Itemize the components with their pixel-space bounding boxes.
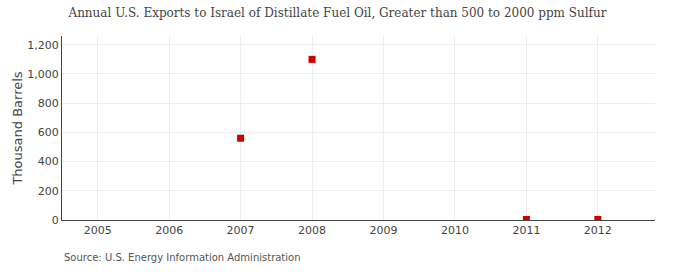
svg-text:600: 600 xyxy=(38,126,59,139)
svg-text:800: 800 xyxy=(38,97,59,110)
svg-text:2007: 2007 xyxy=(227,224,255,237)
svg-text:2008: 2008 xyxy=(298,224,326,237)
svg-text:Thousand Barrels: Thousand Barrels xyxy=(10,71,25,185)
svg-text:0: 0 xyxy=(52,214,59,227)
svg-text:2006: 2006 xyxy=(155,224,183,237)
svg-text:2011: 2011 xyxy=(512,224,540,237)
svg-text:2005: 2005 xyxy=(84,224,112,237)
svg-text:1,000: 1,000 xyxy=(27,68,59,81)
svg-text:400: 400 xyxy=(38,155,59,168)
svg-text:2010: 2010 xyxy=(441,224,469,237)
svg-text:200: 200 xyxy=(38,185,59,198)
svg-text:2012: 2012 xyxy=(584,224,612,237)
svg-text:Source: U.S. Energy Informatio: Source: U.S. Energy Information Administ… xyxy=(64,252,301,263)
svg-text:2009: 2009 xyxy=(370,224,398,237)
svg-text:Annual U.S. Exports to Israel: Annual U.S. Exports to Israel of Distill… xyxy=(67,6,606,20)
svg-text:1,200: 1,200 xyxy=(27,39,59,52)
